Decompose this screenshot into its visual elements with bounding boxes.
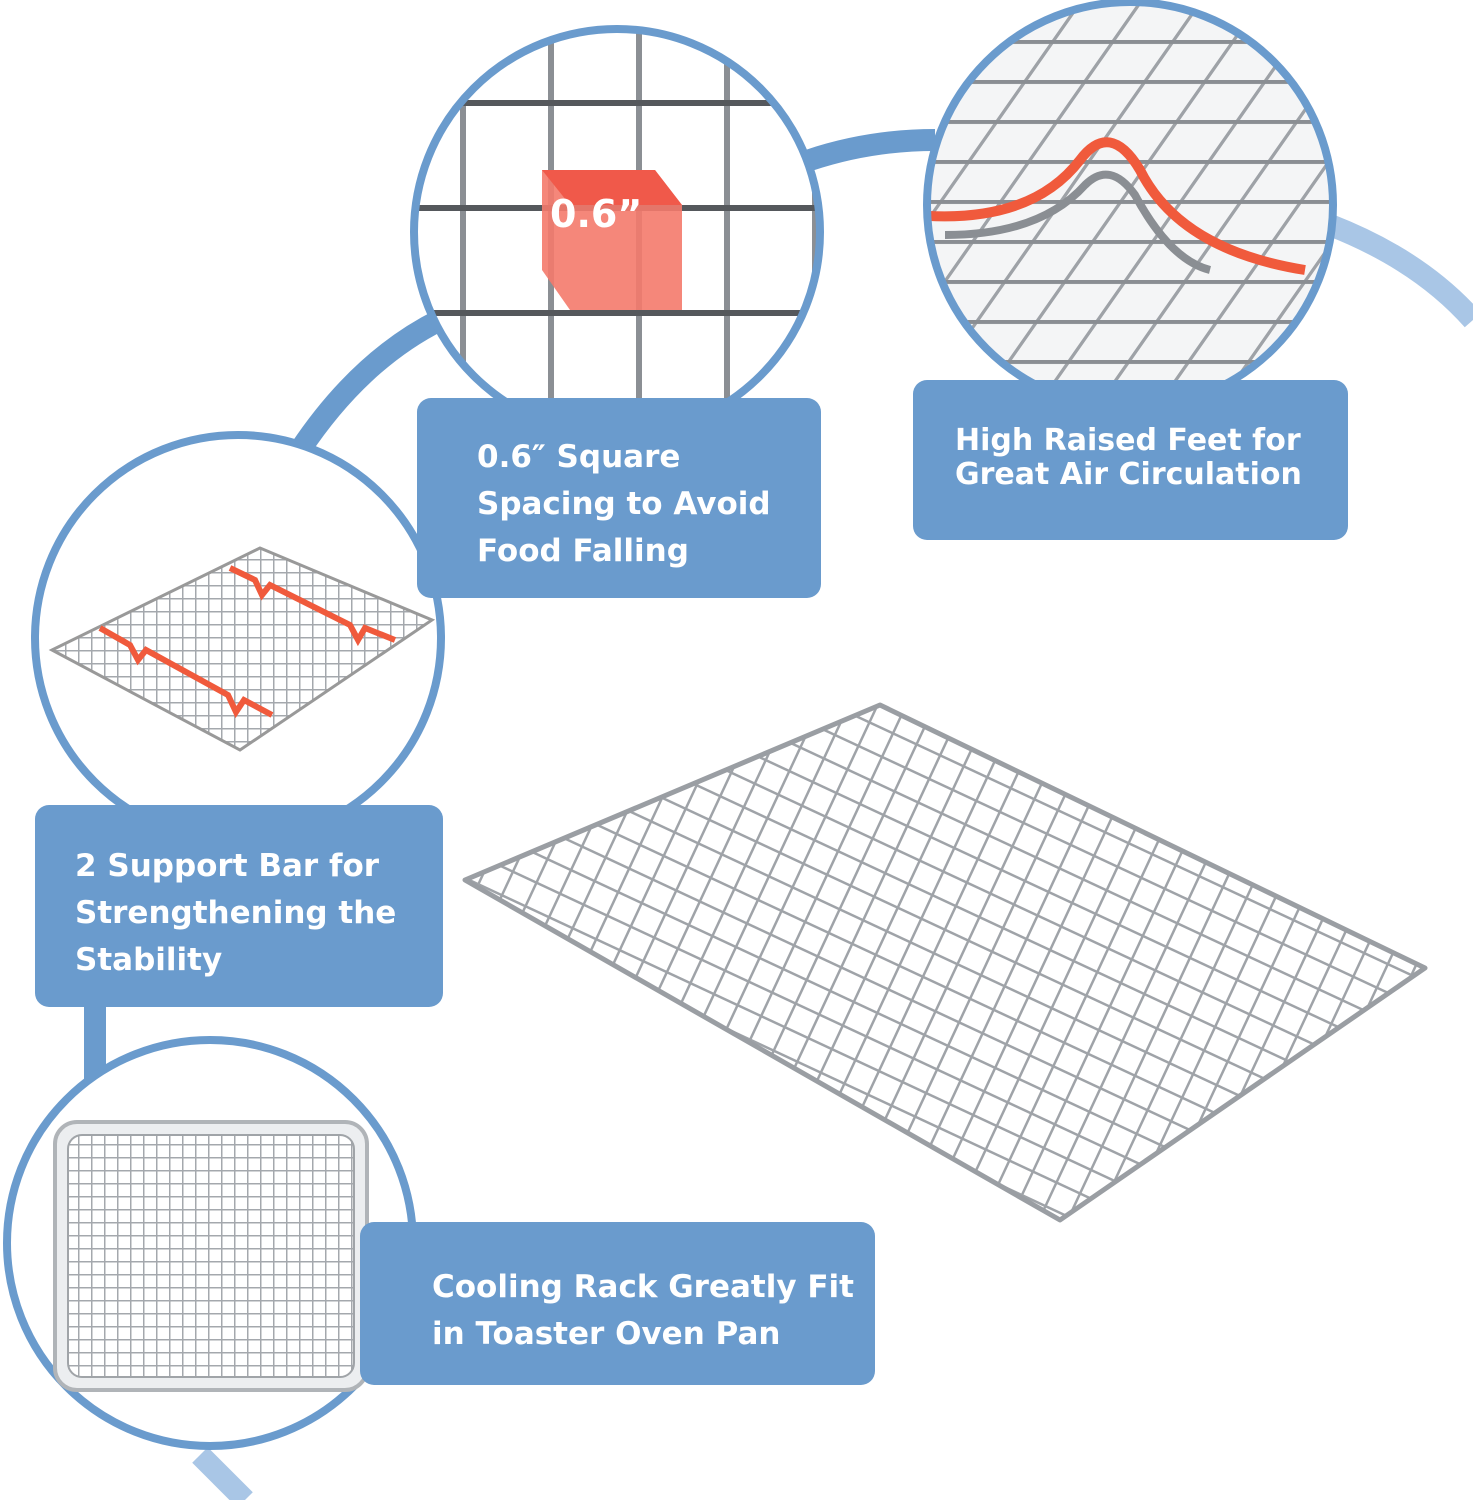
feature-box-oven-pan: Cooling Rack Greatly Fit in Toaster Oven…	[360, 1222, 875, 1385]
feature-line: Great Air Circulation	[955, 457, 1302, 492]
feature-line: Strengthening the	[75, 895, 397, 931]
feature-line: Food Falling	[477, 533, 689, 569]
feature-line: Cooling Rack Greatly Fit	[432, 1269, 854, 1305]
rack-in-pan-icon	[3, 1036, 417, 1450]
support-bar-rack-icon	[31, 431, 445, 845]
raised-feet-closeup-icon	[923, 0, 1337, 412]
feature-box-square-spacing: 0.6″ Square Spacing to Avoid Food Fallin…	[417, 398, 821, 598]
feature-line: Spacing to Avoid	[477, 486, 771, 522]
connector-lines	[84, 129, 936, 1080]
spacing-callout-label: 0.6”	[550, 192, 643, 236]
feature-line: 2 Support Bar for	[75, 848, 380, 884]
feature-line: Stability	[75, 942, 223, 978]
feature-line: High Raised Feet for	[955, 423, 1301, 458]
feature-line: 0.6″ Square	[477, 439, 681, 475]
connector-bottom	[192, 1447, 253, 1500]
feature-box-raised-feet: High Raised Feet for Great Air Circulati…	[913, 380, 1348, 540]
cooling-rack-image	[462, 702, 1428, 1223]
feature-box-support-bar: 2 Support Bar for Strengthening the Stab…	[35, 805, 443, 1007]
connector-right	[1326, 214, 1473, 328]
feature-line: in Toaster Oven Pan	[432, 1316, 781, 1352]
